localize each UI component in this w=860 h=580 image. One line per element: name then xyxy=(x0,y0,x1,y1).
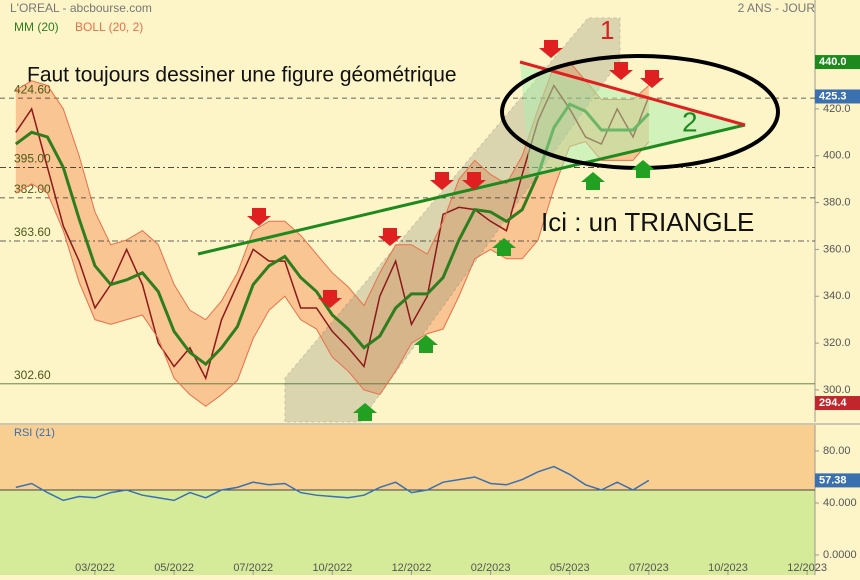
price-badge-label: 294.4 xyxy=(819,397,847,409)
price-line xyxy=(15,465,650,502)
band-area xyxy=(15,62,649,407)
y-tick-label: 300.0 xyxy=(823,384,851,396)
level-label: 302.60 xyxy=(14,368,51,382)
price-badge-label: 440.0 xyxy=(819,56,847,68)
x-tick-label: 02/2023 xyxy=(471,562,511,574)
band-lower xyxy=(15,141,650,407)
annotation: Ici : un TRIANGLE xyxy=(541,207,754,237)
y-tick-label: 40.000 xyxy=(823,497,857,509)
x-tick-label: 05/2022 xyxy=(154,562,194,574)
legend-entry: BOLL (20, 2) xyxy=(75,20,143,34)
y-tick-label: 80.00 xyxy=(823,445,851,457)
chart-subtitle: 2 ANS - JOUR xyxy=(738,1,816,15)
price-badge-label: 425.3 xyxy=(819,90,847,102)
legend-entry: MM (20) xyxy=(14,20,59,34)
x-tick-label: 07/2022 xyxy=(233,562,273,574)
y-tick-label: 380.0 xyxy=(823,196,851,208)
support-line xyxy=(197,123,746,256)
y-tick-label: 340.0 xyxy=(823,290,851,302)
annotation: 2 xyxy=(682,106,698,137)
chart-title: L'OREAL - abcbourse.com xyxy=(10,1,152,15)
triangle xyxy=(520,62,745,178)
x-tick-label: 07/2023 xyxy=(629,562,669,574)
y-tick-label: 400.0 xyxy=(823,150,851,162)
price-badge xyxy=(815,89,860,104)
y-tick-label: 320.0 xyxy=(823,337,851,349)
resistance-line xyxy=(519,60,746,127)
x-tick-label: 12/2023 xyxy=(787,562,827,574)
price-badge xyxy=(815,55,860,70)
rsi-title: RSI (21) xyxy=(14,427,55,439)
x-tick-label: 10/2022 xyxy=(312,562,352,574)
level-label: 382.00 xyxy=(14,182,51,196)
price-badge xyxy=(815,396,860,411)
rsi-lower-zone xyxy=(0,489,815,575)
annotation: Faut toujours dessiner une figure géomét… xyxy=(27,64,457,87)
y-tick-label: 420.0 xyxy=(823,103,851,115)
annotation: 1 xyxy=(600,15,614,45)
level-label: 363.60 xyxy=(14,225,51,239)
x-tick-label: 05/2023 xyxy=(550,562,590,574)
rsi-upper-zone xyxy=(0,425,815,490)
y-tick-label: 360.0 xyxy=(823,243,851,255)
y-tick-label: 0.0000 xyxy=(823,549,857,561)
price-badge xyxy=(815,473,860,488)
x-tick-label: 12/2022 xyxy=(392,562,432,574)
x-tick-label: 10/2023 xyxy=(708,562,748,574)
price-badge-label: 57.38 xyxy=(819,474,847,486)
level-label: 395.00 xyxy=(14,152,51,166)
x-tick-label: 03/2022 xyxy=(75,562,115,574)
